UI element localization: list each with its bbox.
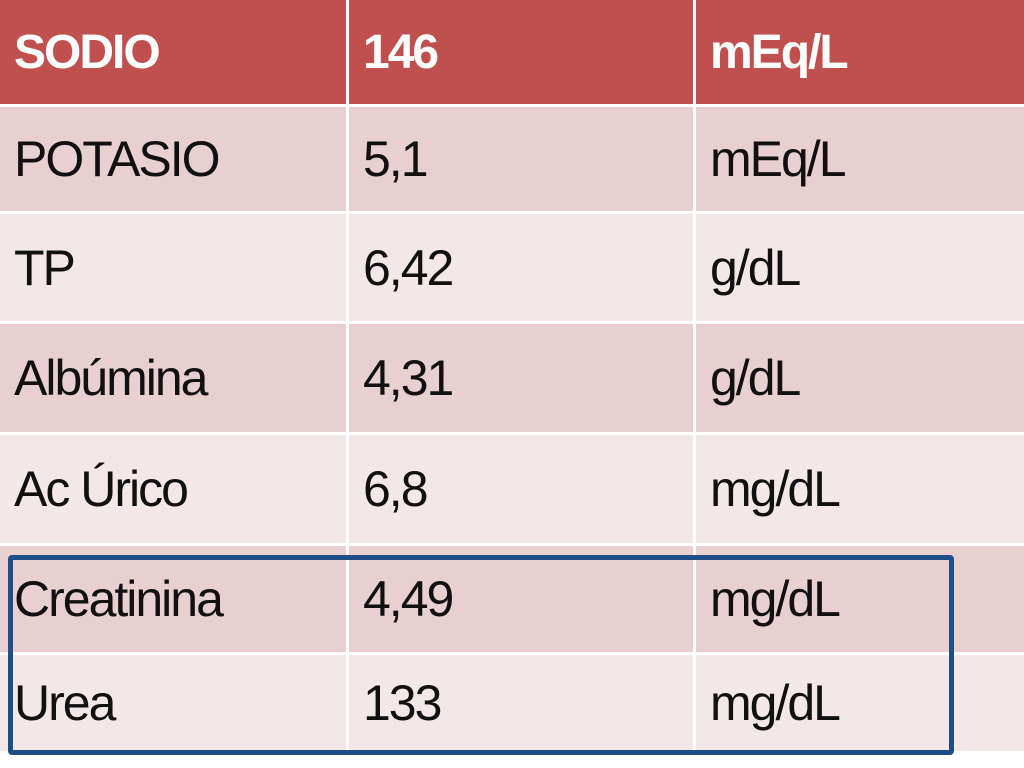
analyte-value: 6,8	[349, 435, 693, 543]
analyte-unit: mg/dL	[696, 546, 1024, 652]
analyte-name: Albúmina	[0, 324, 346, 432]
analyte-value: 5,1	[349, 107, 693, 211]
analyte-unit: mg/dL	[696, 655, 1024, 751]
analyte-name: Urea	[0, 655, 346, 751]
analyte-unit: mEq/L	[696, 107, 1024, 211]
header-value-cell: 146	[349, 0, 693, 104]
header-unit-cell: mEq/L	[696, 0, 1024, 104]
analyte-value: 133	[349, 655, 693, 751]
analyte-unit: g/dL	[696, 324, 1024, 432]
header-name-cell: SODIO	[0, 0, 346, 104]
analyte-name: TP	[0, 214, 346, 321]
analyte-unit: mg/dL	[696, 435, 1024, 543]
analyte-unit: g/dL	[696, 214, 1024, 321]
analyte-value: 4,49	[349, 546, 693, 652]
analyte-name: Creatinina	[0, 546, 346, 652]
analyte-name: Ac Úrico	[0, 435, 346, 543]
analyte-name: POTASIO	[0, 107, 346, 211]
analyte-value: 4,31	[349, 324, 693, 432]
analyte-value: 6,42	[349, 214, 693, 321]
